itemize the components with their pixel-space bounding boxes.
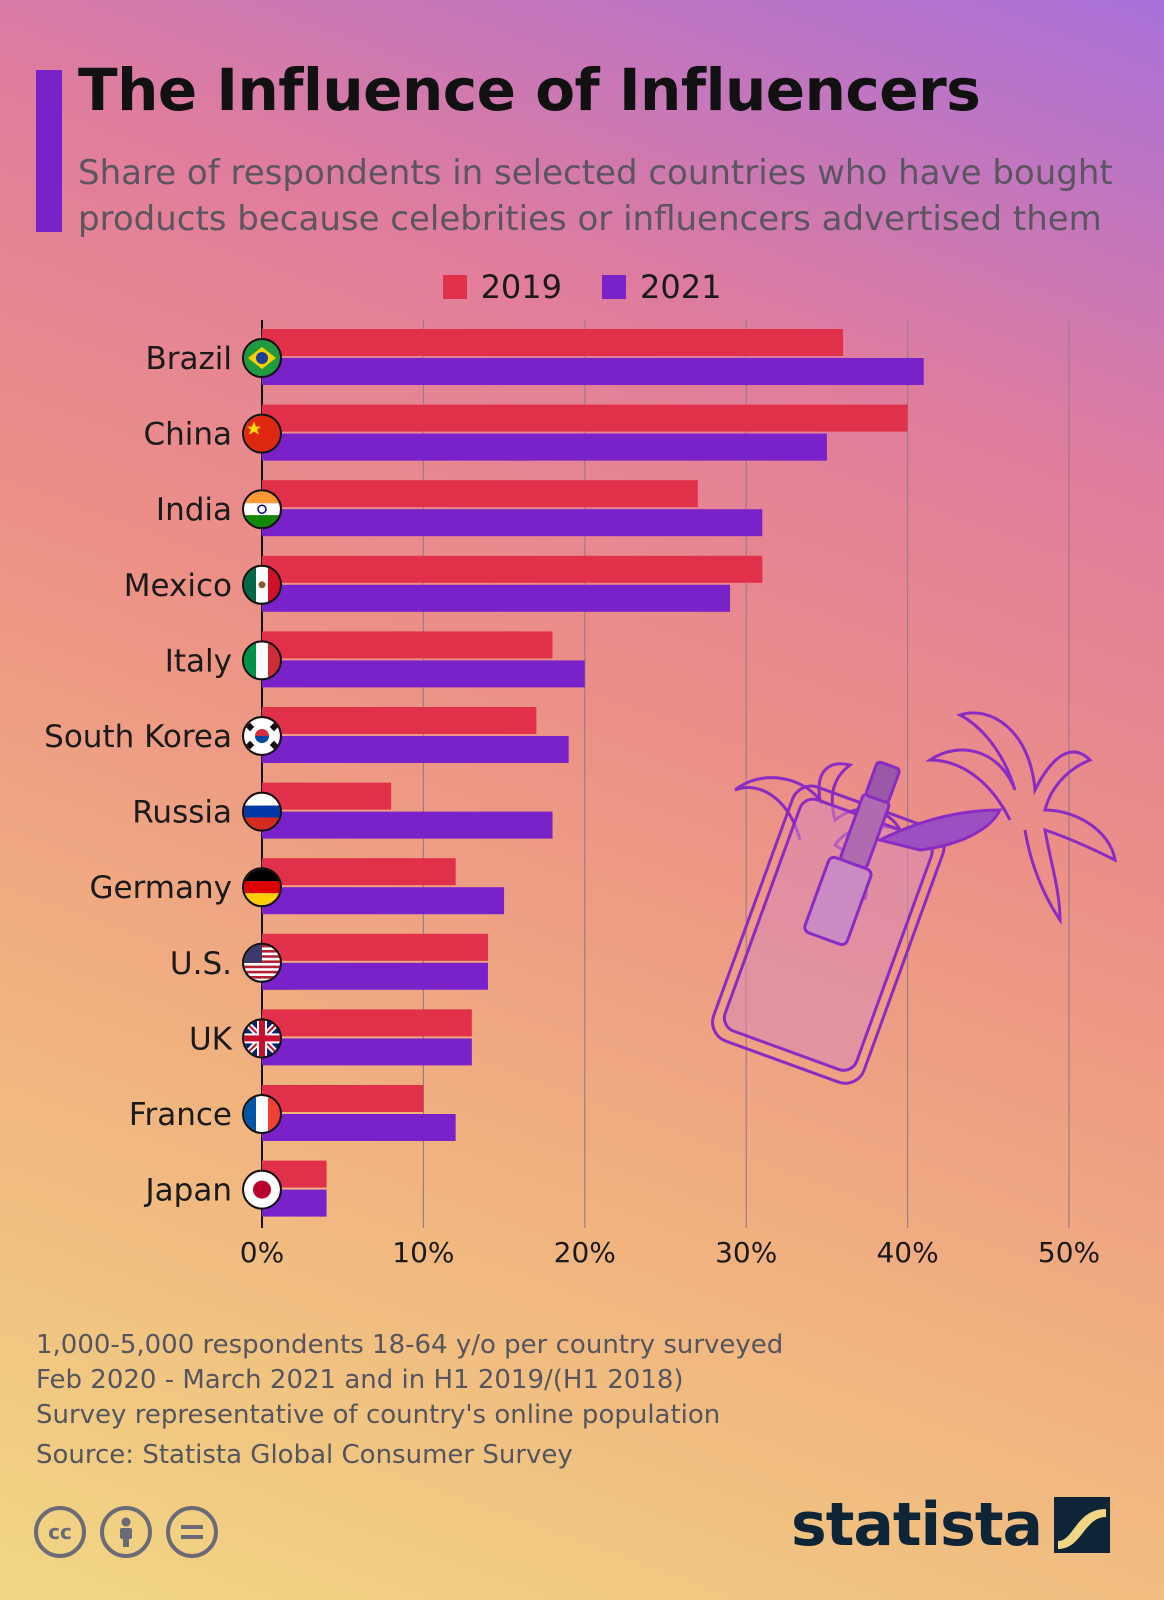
bar-2021 xyxy=(262,887,505,915)
title-accent-bar xyxy=(36,70,62,232)
bar-2019 xyxy=(262,707,537,734)
france-flag-icon xyxy=(242,1094,282,1134)
category-label: UK xyxy=(189,1021,233,1057)
category-label: South Korea xyxy=(44,719,232,755)
bars xyxy=(262,329,924,1217)
chart-subtitle: Share of respondents in selected countri… xyxy=(78,153,1113,239)
mexico-flag-icon xyxy=(242,564,282,605)
brazil-flag-icon xyxy=(242,338,282,378)
source-text: Source: Statista Global Consumer Survey xyxy=(36,1440,573,1470)
category-label: India xyxy=(156,492,232,528)
x-axis-ticks: 0% 10% 20% 30% 40% 50% xyxy=(240,1236,1100,1269)
phone-lipstick-palm-illustration xyxy=(711,711,1117,1085)
bar-2021 xyxy=(262,962,488,990)
legend-label-2021: 2021 xyxy=(640,268,722,306)
uk-flag-icon xyxy=(242,1018,282,1059)
no-derivatives-icon[interactable] xyxy=(166,1506,218,1558)
legend-swatch-2021 xyxy=(602,275,626,299)
category-label: Mexico xyxy=(124,568,232,604)
x-tick-label: 20% xyxy=(554,1236,616,1269)
bar-2021 xyxy=(262,1038,472,1066)
category-label: U.S. xyxy=(170,946,232,982)
x-tick-label: 50% xyxy=(1038,1236,1100,1269)
legend-swatch-2019 xyxy=(442,275,467,299)
footnote-line: 1,000-5,000 respondents 18-64 y/o per co… xyxy=(36,1330,784,1360)
bar-2019 xyxy=(262,782,392,810)
bar-2021 xyxy=(262,811,553,839)
bar-2019 xyxy=(262,1009,472,1037)
chart-title: The Influence of Influencers xyxy=(78,56,981,124)
south-korea-flag-icon xyxy=(242,716,282,756)
italy-flag-icon xyxy=(242,640,282,681)
gridlines xyxy=(261,320,1070,1228)
category-label: Germany xyxy=(90,870,232,906)
bar-2019 xyxy=(262,404,908,432)
us-flag-icon xyxy=(242,942,282,983)
category-label: Brazil xyxy=(145,341,232,377)
legend-item-2019: 2019 xyxy=(442,268,562,306)
x-tick-label: 30% xyxy=(715,1236,777,1269)
license-icons: cc xyxy=(34,1506,218,1558)
legend: 2019 2021 xyxy=(0,268,1164,306)
bar-2021 xyxy=(262,584,731,612)
category-label: Russia xyxy=(132,795,232,831)
bar-2021 xyxy=(262,433,827,461)
attribution-icon[interactable] xyxy=(100,1506,152,1558)
legend-label-2019: 2019 xyxy=(480,268,562,306)
category-label: Italy xyxy=(165,643,232,679)
bar-2021 xyxy=(262,509,763,537)
category-label: China xyxy=(143,417,232,453)
category-labels: Brazil China India Mexico Italy South Korea Ru… xyxy=(44,338,282,1210)
russia-flag-icon xyxy=(242,791,282,832)
footnote-line: Feb 2020 - March 2021 and in H1 2019/(H1… xyxy=(36,1365,684,1395)
bar-2019 xyxy=(262,1085,424,1112)
bar-2021 xyxy=(262,358,924,385)
bar-2019 xyxy=(262,329,844,356)
category-label: Japan xyxy=(144,1173,232,1209)
bar-2019 xyxy=(262,858,456,886)
footnotes: 1,000-5,000 respondents 18-64 y/o per co… xyxy=(36,1328,783,1473)
india-flag-icon xyxy=(242,489,282,530)
japan-flag-icon xyxy=(242,1169,282,1210)
category-label: France xyxy=(129,1097,232,1133)
x-tick-label: 0% xyxy=(240,1236,284,1269)
statista-mark-icon xyxy=(1054,1497,1110,1553)
bar-2019 xyxy=(262,555,763,583)
china-flag-icon xyxy=(242,413,282,454)
bar-chart: Brazil China India Mexico Italy South Korea Ru… xyxy=(44,320,1117,1269)
x-tick-label: 10% xyxy=(392,1236,454,1269)
germany-flag-icon xyxy=(242,867,282,908)
bar-2021 xyxy=(262,660,585,688)
bar-2019 xyxy=(262,631,553,659)
footnote-line: Survey representative of country's onlin… xyxy=(36,1400,721,1430)
bar-2021 xyxy=(262,736,569,763)
brand-name: statista xyxy=(790,1490,1043,1560)
bar-2021 xyxy=(262,1114,456,1141)
x-tick-label: 40% xyxy=(876,1236,938,1269)
bar-2019 xyxy=(262,933,488,961)
legend-item-2021: 2021 xyxy=(602,268,721,306)
statista-logo[interactable]: statista xyxy=(791,1490,1110,1560)
bar-2019 xyxy=(262,480,698,508)
cc-icon[interactable]: cc xyxy=(34,1506,86,1558)
